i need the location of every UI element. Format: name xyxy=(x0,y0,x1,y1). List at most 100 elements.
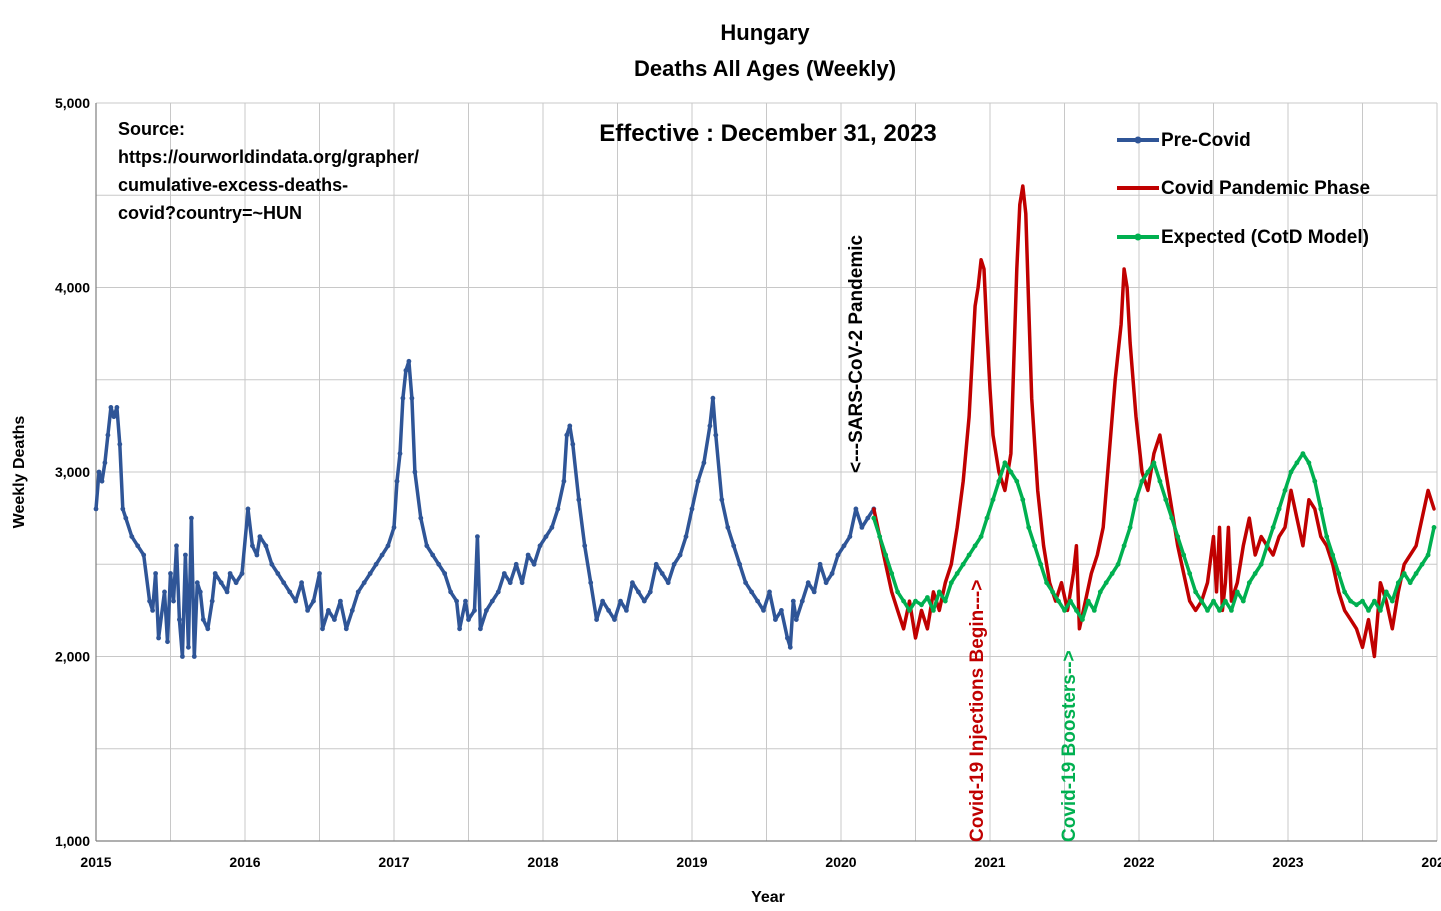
data-point xyxy=(141,552,147,558)
x-tick-label: 2024 xyxy=(1421,854,1441,870)
data-point xyxy=(1276,506,1282,512)
data-point xyxy=(153,571,159,576)
data-point xyxy=(189,515,194,521)
data-point xyxy=(1395,580,1401,586)
data-point xyxy=(683,534,689,539)
data-point xyxy=(853,506,859,512)
data-point xyxy=(1205,608,1210,613)
data-point xyxy=(829,571,835,576)
data-point xyxy=(1193,589,1198,595)
data-point xyxy=(919,602,924,608)
data-point xyxy=(972,543,978,549)
data-point xyxy=(865,515,871,521)
x-axis-label: Year xyxy=(751,889,785,906)
data-point xyxy=(1252,571,1258,576)
data-point xyxy=(1169,515,1175,521)
data-point xyxy=(1217,608,1222,613)
x-tick-label: 2021 xyxy=(974,854,1005,870)
data-point xyxy=(847,534,853,539)
data-point xyxy=(647,589,653,595)
data-point xyxy=(948,580,954,586)
data-point xyxy=(978,534,984,539)
data-point xyxy=(570,441,576,447)
source-line: cumulative-excess-deaths- xyxy=(118,175,348,195)
data-point xyxy=(1133,497,1139,503)
data-point xyxy=(111,414,117,420)
data-point xyxy=(108,405,114,410)
data-point xyxy=(966,552,972,558)
data-point xyxy=(1294,460,1300,466)
data-point xyxy=(1318,506,1324,512)
data-point xyxy=(457,626,462,632)
data-point xyxy=(1199,598,1204,604)
data-point xyxy=(525,552,531,558)
data-point xyxy=(1145,469,1151,475)
data-point xyxy=(659,571,665,576)
data-point xyxy=(895,589,900,595)
data-point xyxy=(567,423,573,429)
x-tick-labels: 2015 2016 2017 2018 2019 2020 2021 2022 2023 2024 xyxy=(80,854,1441,870)
legend-marker-expected xyxy=(1134,233,1142,241)
data-point xyxy=(785,635,790,641)
data-point xyxy=(701,460,707,466)
data-point xyxy=(936,589,942,595)
data-point xyxy=(612,617,617,622)
data-point xyxy=(96,469,102,475)
data-point xyxy=(1401,571,1407,576)
data-point xyxy=(555,506,561,512)
legend-label-covid-phase: Covid Pandemic Phase xyxy=(1161,178,1370,199)
x-tick-label: 2017 xyxy=(378,854,409,870)
y-tick-label: 2,000 xyxy=(55,649,90,665)
data-point xyxy=(1056,598,1061,604)
data-point xyxy=(418,515,424,521)
data-point xyxy=(859,525,865,530)
data-point xyxy=(1282,488,1288,493)
data-point xyxy=(835,552,841,558)
data-point xyxy=(463,598,468,604)
data-point xyxy=(1103,580,1109,586)
data-point xyxy=(519,580,525,586)
data-point xyxy=(397,451,403,456)
data-point xyxy=(436,561,442,567)
data-point xyxy=(430,552,436,558)
x-tick-label: 2023 xyxy=(1272,854,1303,870)
data-point xyxy=(168,571,173,576)
data-point xyxy=(489,598,495,604)
data-point xyxy=(200,617,206,622)
data-point xyxy=(338,598,343,604)
data-point xyxy=(1187,571,1193,576)
series-expected-cotd-model xyxy=(871,451,1437,622)
data-point xyxy=(773,617,778,622)
data-point xyxy=(755,598,760,604)
data-point xyxy=(513,561,519,567)
effective-date: Effective : December 31, 2023 xyxy=(599,120,937,147)
series-layer xyxy=(93,184,1437,659)
data-point xyxy=(779,608,784,613)
data-point xyxy=(1085,598,1091,604)
data-point xyxy=(600,598,605,604)
data-point xyxy=(317,571,322,576)
data-point xyxy=(1091,608,1097,613)
data-point xyxy=(731,543,737,549)
data-point xyxy=(1354,602,1359,608)
data-point xyxy=(501,571,507,576)
data-point xyxy=(671,561,677,567)
data-point xyxy=(641,598,647,604)
data-point xyxy=(811,589,817,595)
data-point xyxy=(793,617,799,622)
data-point xyxy=(1378,608,1383,613)
x-tick-label: 2019 xyxy=(676,854,707,870)
x-tick-label: 2016 xyxy=(229,854,260,870)
data-point xyxy=(250,543,255,549)
data-point xyxy=(409,395,415,401)
source-note: Source: https://ourworldindata.org/graph… xyxy=(118,119,419,223)
data-point xyxy=(871,515,877,521)
data-point xyxy=(1157,478,1163,484)
data-point xyxy=(1288,469,1294,475)
axes xyxy=(95,103,1437,842)
data-point xyxy=(1097,589,1103,595)
data-point xyxy=(990,497,996,503)
data-point xyxy=(135,543,141,549)
data-point xyxy=(424,543,430,549)
